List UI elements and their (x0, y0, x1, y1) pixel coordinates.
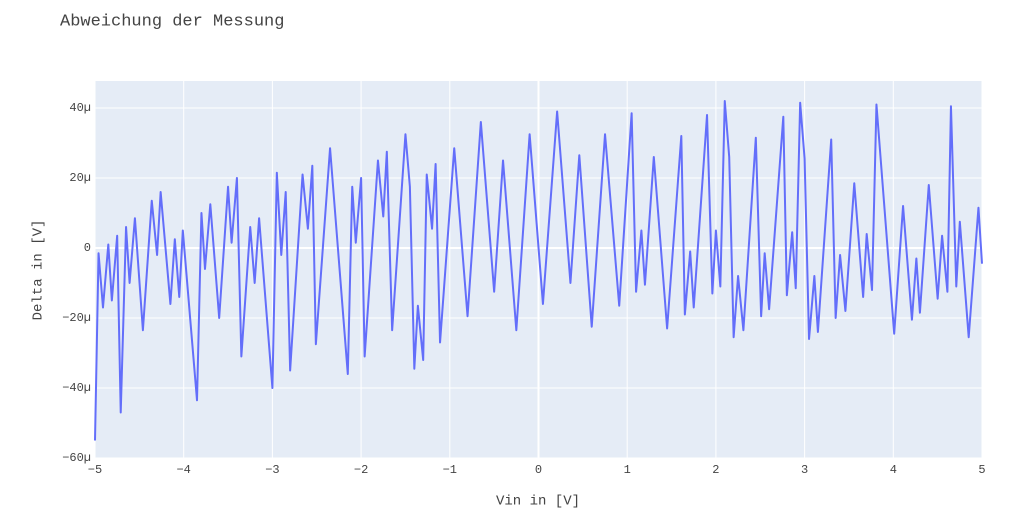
y-tick-label: −40µ (62, 381, 91, 395)
y-tick-label: 0 (84, 241, 91, 255)
x-tick-label: 4 (890, 463, 897, 477)
x-tick-label: 3 (801, 463, 808, 477)
data-line (94, 99, 983, 441)
y-axis-title: Delta in [V] (31, 220, 47, 321)
x-tick-label: 2 (712, 463, 719, 477)
x-tick-label: −4 (176, 463, 190, 477)
x-tick-label: −2 (354, 463, 368, 477)
x-tick-label: −5 (88, 463, 102, 477)
x-tick-label: 0 (535, 463, 542, 477)
x-tick-label: 5 (978, 463, 985, 477)
y-tick-label: 20µ (69, 171, 91, 185)
x-axis-title: Vin in [V] (496, 494, 580, 510)
x-tick-label: −3 (265, 463, 279, 477)
x-tick-label: 1 (624, 463, 631, 477)
chart-title: Abweichung der Messung (60, 12, 284, 31)
y-tick-label: 40µ (69, 101, 91, 115)
x-tick-label: −1 (443, 463, 457, 477)
marks (94, 99, 983, 441)
y-tick-label: −20µ (62, 311, 91, 325)
y-tick-label: −60µ (62, 451, 91, 465)
